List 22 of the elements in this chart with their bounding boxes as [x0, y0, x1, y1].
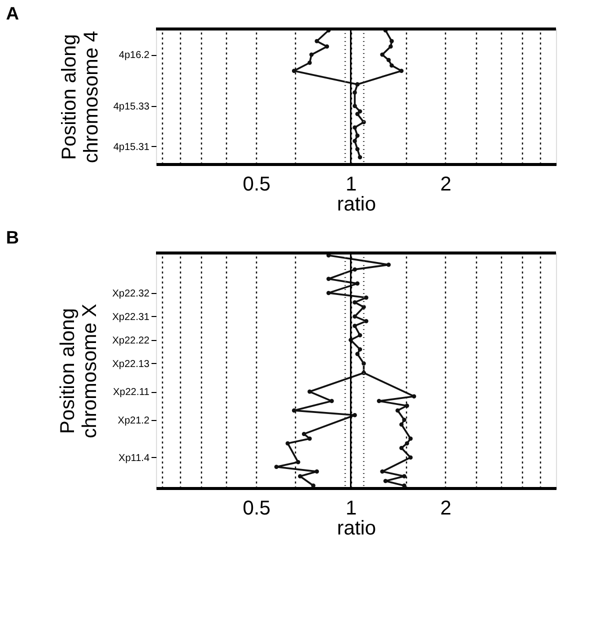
- y-tick-label: 4p15.31: [113, 142, 150, 153]
- y-axis-title: Position along chromosome X: [57, 304, 102, 438]
- y-tick-label: Xp22.13: [112, 358, 150, 370]
- y-tick-label: Xp22.32: [112, 288, 150, 300]
- y-tick-label: Xp21.2: [118, 415, 150, 426]
- x-tick-label: 2: [440, 174, 452, 196]
- x-axis-title: ratio: [337, 194, 376, 216]
- x-tick-label: 0.5: [242, 498, 271, 520]
- x-tick-label: 1: [346, 174, 357, 196]
- y-tick-label: Xp22.22: [112, 335, 150, 346]
- y-tick-label: Xp22.31: [112, 312, 150, 323]
- chart-title: A: [6, 4, 19, 24]
- chart-title: B: [6, 228, 19, 248]
- x-tick-label: 2: [440, 498, 452, 520]
- x-tick-label: 1: [346, 498, 357, 520]
- y-axis-title: Position along chromosome 4: [58, 30, 102, 164]
- y-tick-label: Xp22.11: [112, 387, 150, 398]
- y-tick-label: 4p15.33: [113, 101, 150, 112]
- y-tick-label: Xp11.4: [118, 452, 150, 464]
- x-tick-label: 0.5: [242, 174, 271, 196]
- x-axis-title: ratio: [337, 518, 376, 540]
- y-tick-label: 4p16.2: [118, 50, 150, 62]
